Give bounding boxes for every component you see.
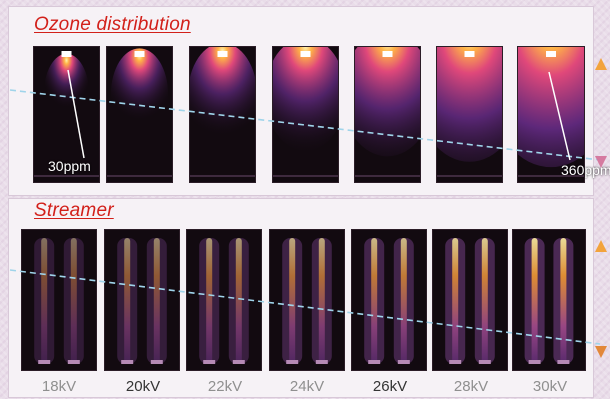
- ozone-image-26kv: [355, 47, 420, 182]
- streamer-image-30kv: [513, 230, 585, 370]
- ppm-low-label: 30ppm: [48, 158, 91, 174]
- streamer-graphic: [282, 238, 332, 364]
- voltage-label-24kv: 24kV: [289, 378, 325, 395]
- ozone-distribution-title: Ozone distribution: [34, 14, 191, 35]
- voltage-label-28kv: 28kV: [453, 378, 489, 395]
- ozone-range-arrow-icon: [595, 58, 607, 168]
- streamer-range-arrow-icon: [595, 240, 607, 358]
- streamer-graphic: [364, 238, 414, 364]
- streamer-graphic: [445, 238, 495, 364]
- streamer-graphic: [117, 238, 167, 364]
- ozone-image-28kv: [437, 47, 502, 182]
- streamer-graphic: [524, 238, 574, 364]
- voltage-label-20kv: 20kV: [125, 378, 161, 395]
- streamer-image-28kv: [433, 230, 507, 370]
- streamer-graphic: [199, 238, 249, 364]
- streamer-image-22kv: [187, 230, 261, 370]
- ozone-plume-graphic: [190, 47, 255, 177]
- voltage-label-18kv: 18kV: [41, 378, 77, 395]
- ozone-image-22kv: [190, 47, 255, 182]
- streamer-graphic: [34, 238, 84, 364]
- ozone-plume-graphic: [437, 47, 502, 177]
- voltage-label-26kv: 26kV: [372, 378, 408, 395]
- ozone-plume-graphic: [107, 48, 172, 177]
- voltage-label-22kv: 22kV: [207, 378, 243, 395]
- ozone-image-24kv: [273, 47, 338, 182]
- streamer-image-26kv: [352, 230, 426, 370]
- ozone-plume-graphic: [273, 47, 338, 177]
- streamer-title: Streamer: [34, 200, 114, 221]
- voltage-label-30kv: 30kV: [532, 378, 568, 395]
- ozone-image-20kv: [107, 47, 172, 182]
- streamer-image-18kv: [22, 230, 96, 370]
- ozone-plume-graphic: [355, 47, 420, 177]
- streamer-image-24kv: [270, 230, 344, 370]
- ppm-high-label: 360ppm: [561, 162, 610, 178]
- streamer-image-20kv: [105, 230, 179, 370]
